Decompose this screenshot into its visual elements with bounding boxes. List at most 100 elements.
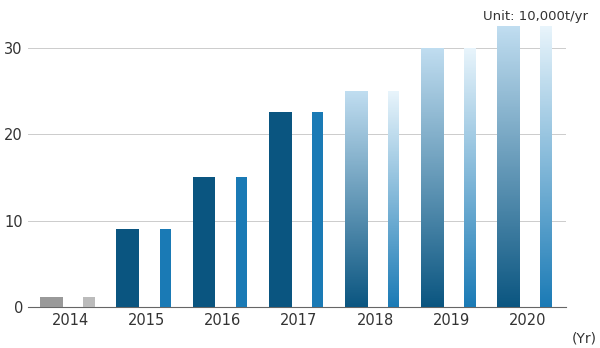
Bar — [345, 243, 368, 244]
Bar — [541, 53, 552, 54]
Bar — [388, 104, 400, 105]
Bar — [421, 91, 444, 92]
Bar — [345, 281, 368, 282]
Bar — [421, 218, 444, 219]
Bar — [421, 97, 444, 98]
Bar — [345, 255, 368, 256]
Bar — [312, 112, 323, 307]
Bar — [421, 68, 444, 69]
Bar — [497, 32, 520, 33]
Bar — [464, 119, 476, 120]
Bar — [345, 110, 368, 111]
Bar — [388, 133, 400, 134]
Bar — [421, 154, 444, 155]
Bar — [497, 93, 520, 94]
Bar — [541, 78, 552, 79]
Bar — [345, 290, 368, 291]
Bar — [388, 101, 400, 102]
Bar — [421, 195, 444, 196]
Bar — [497, 281, 520, 282]
Bar — [464, 247, 476, 248]
Bar — [345, 123, 368, 124]
Bar — [421, 246, 444, 247]
Bar — [421, 297, 444, 298]
Bar — [421, 73, 444, 74]
Bar — [541, 262, 552, 263]
Bar — [421, 270, 444, 271]
Bar — [421, 260, 444, 261]
Bar — [388, 183, 400, 184]
Bar — [421, 264, 444, 265]
Bar — [497, 165, 520, 166]
Bar — [345, 101, 368, 102]
Bar — [541, 115, 552, 116]
Bar — [497, 247, 520, 248]
Bar — [497, 47, 520, 48]
Bar — [345, 139, 368, 140]
Bar — [497, 222, 520, 223]
Bar — [388, 283, 400, 284]
Bar — [464, 127, 476, 128]
Bar — [345, 209, 368, 210]
Bar — [497, 172, 520, 173]
Bar — [541, 80, 552, 81]
Bar — [388, 248, 400, 249]
Bar — [497, 39, 520, 40]
Bar — [541, 200, 552, 201]
Bar — [388, 197, 400, 198]
Bar — [541, 88, 552, 89]
Bar — [464, 97, 476, 98]
Bar — [345, 196, 368, 197]
Bar — [345, 130, 368, 131]
Bar — [388, 226, 400, 227]
Bar — [421, 229, 444, 230]
Bar — [541, 151, 552, 152]
Bar — [497, 191, 520, 192]
Bar — [541, 287, 552, 288]
Bar — [464, 214, 476, 215]
Bar — [421, 183, 444, 184]
Bar — [421, 181, 444, 182]
Bar — [345, 264, 368, 265]
Bar — [345, 245, 368, 246]
Bar — [388, 210, 400, 211]
Bar — [388, 253, 400, 254]
Bar — [541, 156, 552, 157]
Bar — [497, 224, 520, 226]
Bar — [497, 104, 520, 105]
Bar — [388, 113, 400, 114]
Bar — [345, 296, 368, 297]
Bar — [464, 220, 476, 221]
Bar — [345, 227, 368, 228]
Bar — [388, 239, 400, 240]
Bar — [345, 132, 368, 133]
Bar — [388, 232, 400, 233]
Bar — [345, 159, 368, 160]
Bar — [541, 278, 552, 279]
Bar — [421, 110, 444, 111]
Bar — [464, 223, 476, 224]
Bar — [464, 50, 476, 51]
Bar — [388, 100, 400, 101]
Bar — [541, 135, 552, 136]
Bar — [421, 235, 444, 236]
Bar — [541, 122, 552, 123]
Bar — [421, 291, 444, 292]
Bar — [541, 93, 552, 94]
Bar — [541, 177, 552, 178]
Bar — [345, 161, 368, 162]
Bar — [497, 71, 520, 72]
Bar — [497, 96, 520, 97]
Bar — [388, 143, 400, 144]
Bar — [541, 139, 552, 140]
Bar — [388, 245, 400, 246]
Bar — [541, 28, 552, 29]
Bar — [541, 254, 552, 255]
Bar — [421, 185, 444, 186]
Bar — [421, 191, 444, 192]
Bar — [464, 266, 476, 267]
Bar — [388, 189, 400, 190]
Bar — [497, 289, 520, 290]
Bar — [541, 101, 552, 102]
Bar — [421, 178, 444, 179]
